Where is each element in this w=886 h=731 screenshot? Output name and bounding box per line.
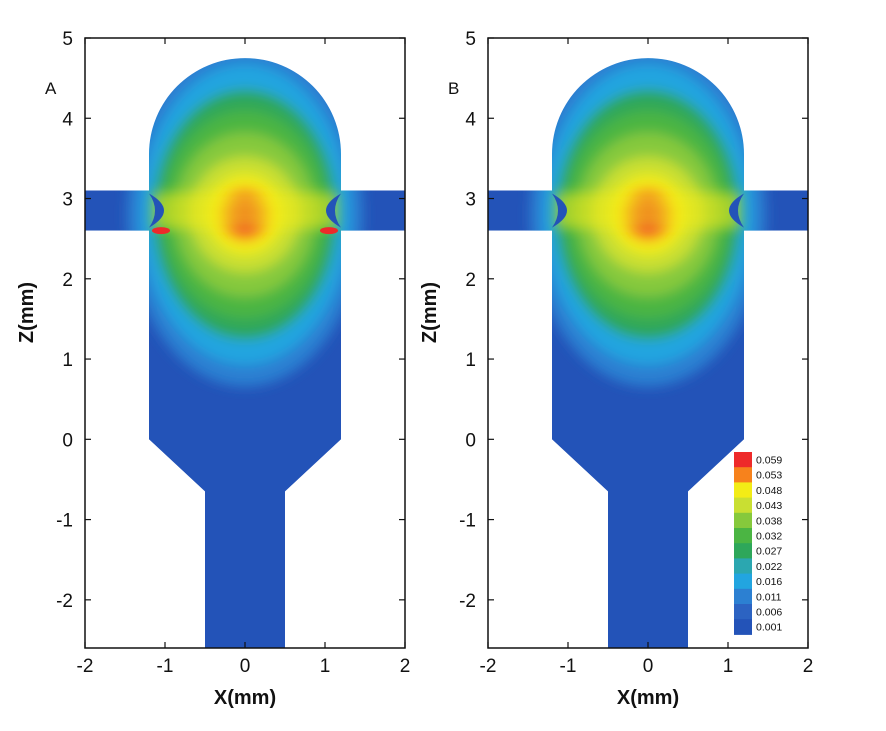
- x-tick-label: 1: [723, 656, 734, 677]
- legend-label: 0.053: [756, 470, 782, 482]
- channel-inlet: [326, 193, 341, 228]
- legend-swatch: [734, 452, 752, 468]
- y-tick-label: 0: [465, 430, 476, 451]
- legend-label: 0.032: [756, 531, 782, 543]
- channel-inlet: [149, 193, 164, 228]
- color-legend: 0.059 0.053 0.048 0.043 0.038 0.032 0.027 0.022…: [734, 452, 782, 635]
- legend-swatch: [734, 482, 752, 499]
- y-tick-label: 0: [62, 430, 73, 451]
- y-tick-label: 1: [62, 350, 73, 371]
- legend-swatch: [734, 588, 752, 605]
- channel-inlet: [729, 193, 744, 228]
- y-tick-label: 4: [465, 109, 476, 130]
- x-tick-label: -1: [157, 656, 174, 677]
- y-tick-label: 2: [62, 270, 73, 291]
- x-tick-label: -2: [480, 656, 497, 677]
- channel-inlet: [552, 193, 567, 228]
- x-axis-a: -2 -1 0 1 2: [77, 38, 411, 677]
- panel-label-a: A: [45, 79, 57, 98]
- x-tick-label: 2: [400, 656, 411, 677]
- legend-label: 0.043: [756, 500, 782, 512]
- legend-label: 0.022: [756, 561, 782, 573]
- y-tick-label: 3: [465, 190, 476, 211]
- legend-swatch: [734, 467, 752, 483]
- legend-swatch: [734, 543, 752, 559]
- y-tick-label: -2: [56, 591, 73, 612]
- legend-label: 0.001: [756, 622, 782, 634]
- x-axis-label-a: X(mm): [214, 687, 276, 709]
- y-tick-label: 5: [62, 29, 73, 50]
- y-tick-label: 4: [62, 109, 73, 130]
- legend-swatch: [734, 558, 752, 575]
- y-tick-label: 1: [465, 350, 476, 371]
- y-axis-b: -2 -1 0 1 2 3 4 5: [459, 29, 808, 612]
- legend-swatch: [734, 604, 752, 620]
- y-axis-a: -2 -1 0 1 2 3 4 5: [56, 29, 405, 612]
- panel-label-b: B: [448, 79, 459, 98]
- y-tick-label: -1: [56, 511, 73, 532]
- y-tick-label: -1: [459, 511, 476, 532]
- legend-label: 0.038: [756, 515, 782, 527]
- hot-spot: [320, 227, 338, 235]
- legend-label: 0.059: [756, 455, 782, 467]
- legend-swatch: [734, 512, 752, 529]
- legend-swatch: [734, 528, 752, 544]
- legend-label: 0.016: [756, 576, 782, 588]
- hot-spot: [152, 227, 170, 235]
- legend-label: 0.048: [756, 485, 782, 497]
- x-tick-label: 2: [803, 656, 814, 677]
- x-axis-b: -2 -1 0 1 2: [480, 38, 814, 677]
- field-a: [85, 38, 405, 648]
- x-tick-label: 1: [320, 656, 331, 677]
- legend-swatch: [734, 619, 752, 635]
- y-tick-label: -2: [459, 591, 476, 612]
- legend-swatch: [734, 497, 752, 514]
- legend-label: 0.006: [756, 607, 782, 619]
- panel-b: -2 -1 0 1 2 -2 -1 0 1 2 3 4 5 X(mm) Z(mm) B: [419, 29, 813, 709]
- legend-label: 0.011: [756, 591, 782, 603]
- y-tick-label: 3: [62, 190, 73, 211]
- legend-swatch: [734, 573, 752, 590]
- y-axis-label-b: Z(mm): [419, 282, 441, 343]
- field-b: [488, 38, 808, 648]
- x-axis-label-b: X(mm): [617, 687, 679, 709]
- x-tick-label: 0: [643, 656, 654, 677]
- y-axis-label-a: Z(mm): [16, 282, 38, 343]
- x-tick-label: -1: [560, 656, 577, 677]
- y-tick-label: 2: [465, 270, 476, 291]
- y-tick-label: 5: [465, 29, 476, 50]
- x-tick-label: -2: [77, 656, 94, 677]
- x-tick-label: 0: [240, 656, 251, 677]
- legend-label: 0.027: [756, 546, 782, 558]
- panel-a: -2 -1 0 1 2 -2 -1 0 1 2 3 4 5 X(mm) Z(mm) A: [16, 29, 410, 709]
